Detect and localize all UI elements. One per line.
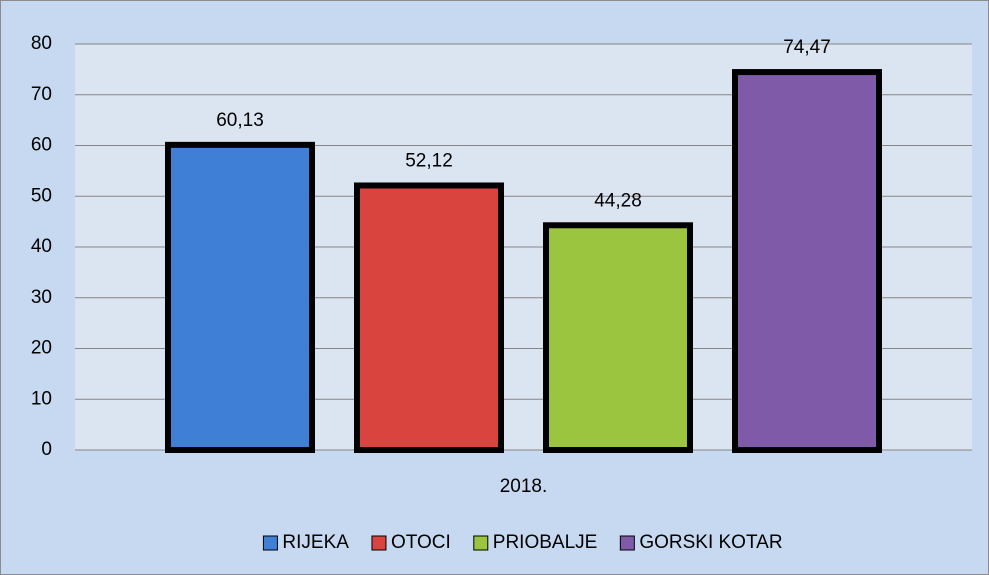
data-label: 74,47: [783, 37, 831, 58]
legend-swatch: [262, 535, 278, 551]
bar: [732, 69, 882, 453]
y-tick-label: 60: [31, 135, 52, 156]
y-tick-label: 10: [31, 388, 52, 409]
legend-label: PRIOBALJE: [493, 532, 598, 553]
bar: [165, 141, 315, 454]
legend-swatch: [473, 535, 489, 551]
y-tick-label: 0: [41, 439, 52, 460]
y-tick-label: 20: [31, 338, 52, 359]
legend-swatch: [371, 535, 387, 551]
bar: [543, 222, 693, 453]
data-label: 52,12: [405, 151, 453, 172]
legend-swatch: [619, 535, 635, 551]
bar: [354, 182, 504, 453]
data-label: 44,28: [594, 190, 642, 211]
legend-label: OTOCI: [391, 532, 451, 553]
y-tick-label: 70: [31, 84, 52, 105]
legend-label: RIJEKA: [282, 532, 349, 553]
data-label: 60,13: [216, 110, 264, 131]
y-tick-label: 40: [31, 236, 52, 257]
y-tick-label: 80: [31, 33, 52, 54]
legend-label: GORSKI KOTAR: [639, 532, 782, 553]
x-tick-label: 2018.: [500, 476, 548, 497]
y-tick-label: 30: [31, 287, 52, 308]
y-tick-label: 50: [31, 185, 52, 206]
